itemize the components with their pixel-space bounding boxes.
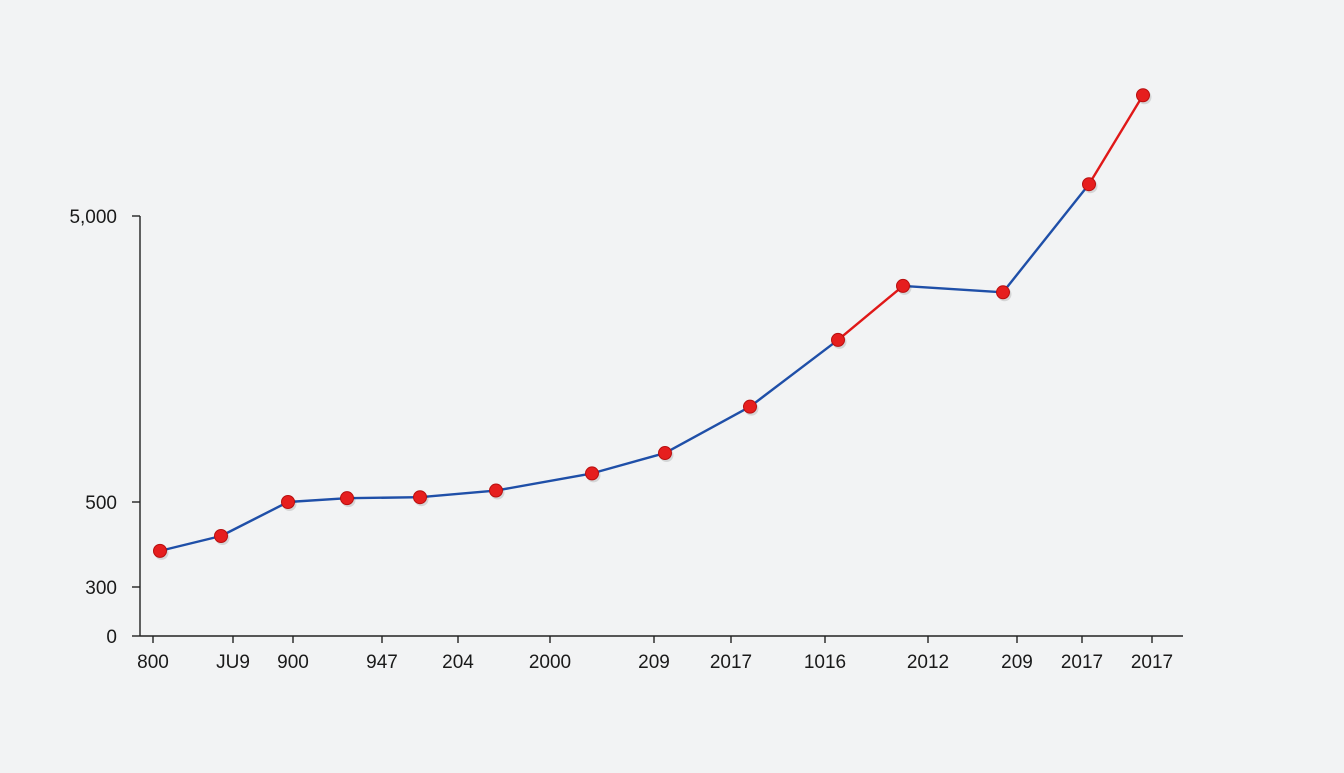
series-line-segment	[1087, 94, 1145, 186]
data-point	[340, 491, 354, 506]
x-tick-label: 209	[638, 652, 670, 673]
data-point	[281, 495, 295, 509]
series-line-segment	[418, 489, 498, 499]
data-point	[831, 332, 845, 347]
x-tick-label: 209	[1001, 652, 1033, 673]
x-tick-label: 2000	[529, 652, 571, 673]
y-tick-label: 5,000	[69, 207, 117, 228]
x-tick-label: 1016	[804, 652, 846, 673]
x-tick-label: 2017	[1061, 652, 1103, 673]
data-point	[153, 543, 167, 558]
x-axis-ticks: 800 JU9 900 947 204 2000 209 2017 1016 2012 209 201…	[137, 636, 1173, 673]
y-axis-ticks: 0 300 500 5,000	[69, 207, 140, 648]
data-point	[585, 466, 599, 481]
series-markers	[153, 88, 1152, 560]
x-tick-label: 2012	[907, 652, 949, 673]
series-line-segment	[1001, 183, 1091, 294]
series-line-segment	[219, 500, 290, 538]
axes	[139, 216, 1183, 637]
series-line-segment	[901, 284, 1005, 294]
data-point	[489, 483, 503, 498]
x-tick-label: 2017	[1131, 652, 1173, 673]
x-tick-label: 204	[442, 652, 474, 673]
data-point	[1136, 88, 1150, 103]
series-line-segment	[590, 451, 667, 475]
x-tick-label: 800	[137, 652, 169, 673]
data-point	[996, 285, 1010, 300]
series-line-segment	[345, 496, 422, 500]
x-tick-label: JU9	[216, 652, 250, 673]
data-point	[896, 278, 910, 293]
series-line-segment	[748, 338, 840, 408]
data-point	[413, 490, 427, 505]
data-point	[658, 446, 672, 461]
series-line-segment	[286, 496, 349, 504]
y-tick-label: 300	[85, 578, 117, 599]
data-point	[1082, 177, 1096, 192]
x-tick-label: 2017	[710, 652, 752, 673]
series-line-segment	[663, 405, 752, 455]
series-line-segment	[494, 472, 594, 492]
data-point	[743, 399, 757, 414]
x-tick-label: 900	[277, 652, 309, 673]
series-lines	[158, 94, 1145, 553]
y-tick-label: 0	[106, 627, 117, 648]
series-line-segment	[158, 534, 223, 553]
y-tick-label: 500	[85, 493, 117, 514]
x-tick-label: 947	[366, 652, 398, 673]
data-point	[214, 529, 228, 543]
series-line-segment	[836, 284, 905, 342]
